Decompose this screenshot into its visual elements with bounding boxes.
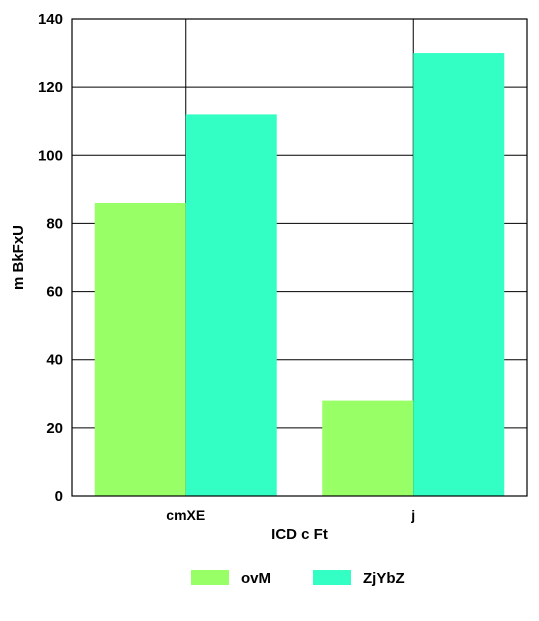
bar-ZjYbZ-j: [413, 53, 505, 496]
y-tick-labels: 0 20 40 60 80 100 120 140: [38, 11, 63, 505]
legend: ovM ZjYbZ: [191, 570, 405, 587]
y-tick-label: 20: [46, 420, 63, 437]
plot-frame: [71, 18, 528, 497]
y-tick-label: 80: [46, 215, 63, 232]
bar-ovM-j: [322, 400, 414, 496]
legend-label-ZjYbZ: ZjYbZ: [363, 570, 405, 587]
x-axis-title: ICD c Ft: [271, 526, 328, 543]
y-tick-label: 40: [46, 352, 63, 369]
bars: [94, 53, 505, 497]
legend-label-ovM: ovM: [241, 570, 271, 587]
legend-swatch-ZjYbZ: [313, 570, 351, 585]
x-category-labels: cmXE j: [166, 507, 415, 523]
y-axis-title: m BkFxU: [10, 225, 27, 290]
legend-swatch-ovM: [191, 570, 229, 585]
x-category-label: j: [410, 507, 415, 523]
x-category-label: cmXE: [166, 507, 205, 523]
y-tick-label: 120: [38, 79, 63, 96]
bar-ovM-cmXE: [94, 202, 186, 496]
y-tick-label: 100: [38, 147, 63, 164]
y-tick-label: 140: [38, 11, 63, 28]
y-tick-label: 0: [55, 488, 63, 505]
bar-ZjYbZ-cmXE: [185, 114, 277, 497]
y-tick-label: 60: [46, 284, 63, 301]
